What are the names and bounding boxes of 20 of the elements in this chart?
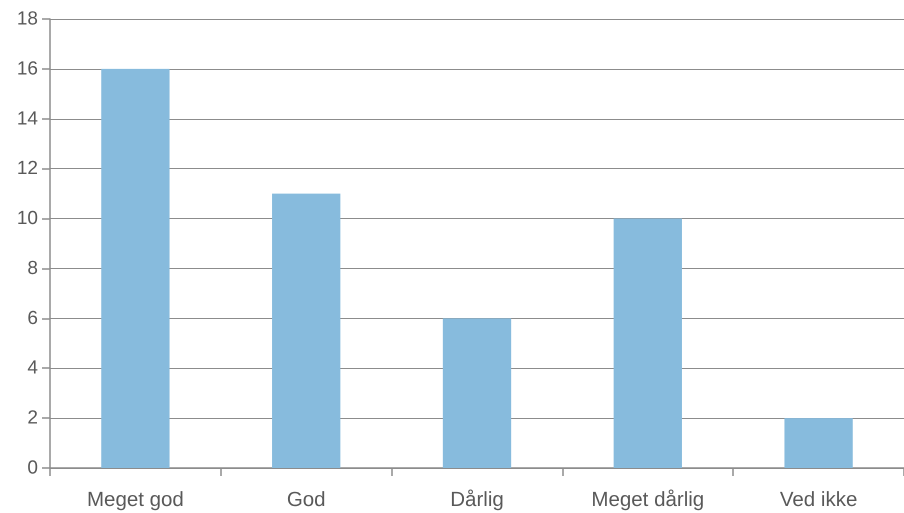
y-tick-label: 16: [16, 58, 38, 80]
bar: [614, 218, 682, 468]
y-tick-label: 0: [27, 458, 38, 478]
bar: [101, 68, 170, 468]
x-tick-label: God: [286, 488, 326, 511]
x-tick-label: Ved ikke: [780, 488, 858, 511]
x-tick-label: Dårlig: [450, 488, 504, 511]
y-tick-label: 2: [27, 408, 38, 429]
y-tick-label: 18: [16, 8, 38, 30]
y-tick-label: 10: [16, 208, 38, 230]
x-tick-label: Meget god: [86, 488, 184, 511]
bar: [272, 194, 340, 468]
bar: [442, 318, 512, 468]
bar: [784, 418, 853, 468]
x-tick-label: Meget dårlig: [591, 488, 704, 511]
y-tick-label: 6: [27, 308, 38, 329]
y-tick-label: 4: [27, 358, 38, 379]
y-tick-label: 12: [16, 158, 38, 180]
y-tick-label: 14: [16, 108, 38, 130]
y-tick-label: 8: [27, 258, 38, 279]
